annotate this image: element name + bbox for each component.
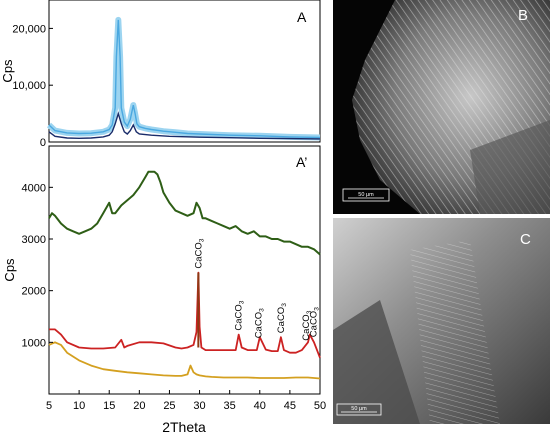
chart-a-prime-series-red (49, 271, 321, 359)
calcite-annotation: CaCO3 (193, 238, 205, 268)
chart-a-prime-xtick-label: 20 (133, 400, 145, 412)
chart-a-prime-xtick-label: 5 (46, 400, 52, 412)
chart-a-series-band (46, 16, 321, 141)
chart-a-prime-xtick-label: 25 (163, 400, 175, 412)
calcite-annotation: CaCO3 (254, 308, 266, 338)
chart-a-prime-xtick-label: 30 (193, 400, 205, 412)
calcite-annotation: CaCO3 (301, 310, 313, 340)
panel-label-b: B (518, 7, 528, 24)
chart-a-prime-xtick-label: 45 (284, 400, 296, 412)
scale-label-c: 50 μm (351, 406, 367, 412)
chart-a-ytick-label: 10,000 (12, 80, 46, 92)
calcite-annotation: CaCO3 (234, 300, 246, 330)
scale-label-b: 50 μm (358, 192, 374, 198)
chart-a-prime-xlabel: 2Theta (162, 419, 206, 435)
xrd-chart-a-prime: 1000 2000 3000 4000 5 10 15 20 25 30 35 40 45 50 CaC… (2, 145, 326, 435)
panel-label-a-prime: A’ (296, 154, 307, 170)
sem-image-b: B 50 μm (333, 0, 550, 214)
scale-bar-c (336, 403, 382, 416)
chart-a-series-main (48, 19, 321, 139)
panel-label-c: C (520, 231, 531, 248)
chart-a-prime-xtick-label: 35 (224, 400, 236, 412)
chart-a-prime-ytick-label: 2000 (22, 286, 46, 298)
xrd-chart-a: 0 10,000 20,000 Cps A (0, 0, 321, 149)
scale-bar-b (342, 188, 390, 202)
sem-image-c: C 50 μm (333, 218, 550, 424)
chart-a-prime-frame (48, 145, 321, 395)
calcite-annotation: CaCO3 (276, 303, 288, 333)
chart-a-frame (48, 0, 321, 143)
calcite-annotation: CaCO3 (308, 307, 320, 337)
chart-a-prime-ylabel: Cps (2, 258, 17, 282)
chart-a-prime-ytick-label: 3000 (22, 234, 46, 246)
chart-a-prime-ytick-label: 4000 (22, 182, 46, 194)
chart-a-prime-xtick-label: 10 (73, 400, 85, 412)
chart-a-prime-xtick-label: 40 (254, 400, 266, 412)
chart-a-prime-series-orange (48, 341, 321, 380)
chart-a-ytick-label: 0 (40, 137, 46, 149)
chart-a-prime-xtick-label: 15 (103, 400, 115, 412)
panel-label-a: A (297, 9, 307, 25)
chart-a-prime-xtick-label: 50 (314, 400, 326, 412)
chart-a-series-mean (48, 111, 321, 140)
chart-a-ylabel: Cps (0, 59, 15, 83)
chart-a-prime-series-green (48, 170, 321, 256)
chart-a-prime-ytick-label: 1000 (22, 337, 46, 349)
chart-a-ytick-label: 20,000 (12, 23, 46, 35)
